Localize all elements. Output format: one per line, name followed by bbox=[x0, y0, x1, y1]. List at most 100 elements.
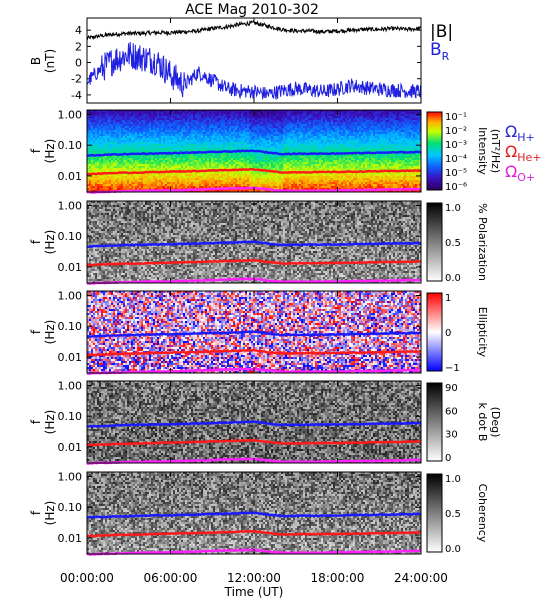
gyro-line-Heplus bbox=[86, 258, 421, 267]
gyro-line-Hplus bbox=[86, 511, 422, 519]
x-tick-label: 18:00:00 bbox=[311, 571, 365, 585]
gyro-line-Heplus bbox=[86, 167, 422, 176]
b-field-line-radial bbox=[87, 41, 421, 100]
panel-ytick-label: 0.01 bbox=[58, 170, 83, 183]
panel-yunit: (Hz) bbox=[43, 410, 57, 435]
colorbar-label: % Polarization bbox=[476, 203, 489, 281]
colorbar-tick-label: 10⁻³ bbox=[445, 140, 467, 151]
figure-title: ACE Mag 2010-302 bbox=[185, 2, 319, 18]
legend-hplus-sym: Ω bbox=[505, 122, 517, 141]
colorbar-tick-label: 10⁻⁶ bbox=[445, 182, 467, 193]
b-field-ytick-label: 4 bbox=[75, 24, 82, 37]
legend-heplus: ΩHe+ bbox=[505, 142, 542, 164]
panel-ytick-label: 0.10 bbox=[58, 320, 83, 333]
colorbar-tick-label: 1.0 bbox=[445, 474, 461, 485]
panel-ytick-label: 0.10 bbox=[58, 139, 83, 152]
b-field-ytick-label: -2 bbox=[71, 73, 82, 86]
legend-b-radial: B bbox=[430, 40, 442, 60]
x-tick-label: 00:00:00 bbox=[60, 571, 114, 585]
panel-ytick-label: 0.01 bbox=[58, 261, 83, 274]
x-axis: 00:00:00 06:00:00 12:00:00 18:00:00 24:00:00 bbox=[60, 18, 448, 585]
colorbar-kdotb bbox=[426, 382, 443, 462]
x-tick-label: 24:00:00 bbox=[394, 571, 448, 585]
panel-ytick-label: 1.00 bbox=[58, 379, 83, 392]
colorbar-tick-label: 1 bbox=[445, 293, 451, 304]
b-field-ylabel: B bbox=[29, 57, 43, 65]
gyro-line-Hplus bbox=[86, 149, 422, 158]
panel-ytick-label: 1.00 bbox=[58, 108, 83, 121]
colorbar-tick-label: 0.5 bbox=[445, 509, 461, 520]
colorbar-tick-label: 0.5 bbox=[445, 238, 461, 249]
panel-ytick-label: 0.01 bbox=[58, 441, 83, 454]
panel-ylabel: f bbox=[29, 510, 43, 515]
legend-heplus-sym: Ω bbox=[505, 142, 517, 161]
b-field-ytick-label: 0 bbox=[75, 57, 82, 70]
panel-yunit: (Hz) bbox=[43, 501, 57, 526]
panel-ytick-label: 0.10 bbox=[58, 410, 83, 423]
legend-heplus-sub: He+ bbox=[517, 151, 541, 164]
panel-ylabel: f bbox=[29, 329, 43, 334]
gyro-line-Hplus bbox=[86, 330, 422, 338]
panel-yunit: (Hz) bbox=[43, 139, 57, 164]
colorbar-tick-label: 10⁻⁵ bbox=[445, 168, 467, 179]
gyro-line-Hplus bbox=[87, 420, 422, 428]
b-field-axis-label: B (nT) bbox=[29, 49, 57, 73]
panel-ylabel: f bbox=[29, 148, 43, 153]
colorbar-tick-label: 60 bbox=[445, 406, 458, 417]
legend-b-radial-sub: R bbox=[442, 50, 450, 63]
b-legend: |B| BR bbox=[430, 22, 453, 63]
b-field-yunit: (nT) bbox=[43, 49, 57, 73]
spectrogram-panels: f (Hz)1.000.100.0110⁻¹10⁻²10⁻³10⁻⁴10⁻⁵10⁻… bbox=[29, 108, 502, 556]
panel-polarization: f (Hz) 1.00 0.10 0.01 1.0 0.5 0.0 % Polarization bbox=[29, 199, 489, 286]
colorbar-power bbox=[426, 111, 443, 191]
panel-ytick-label: 0.01 bbox=[58, 351, 83, 364]
legend-b-radial-group: BR bbox=[430, 40, 450, 63]
x-axis-label: Time (UT) bbox=[224, 585, 284, 599]
legend-oplus: ΩO+ bbox=[505, 162, 535, 184]
panel-yunit: (Hz) bbox=[43, 230, 57, 255]
panel-ylabel: f bbox=[29, 419, 43, 424]
panel-ytick-label: 1.00 bbox=[58, 289, 83, 302]
colorbar-unit: (nT²/Hz) bbox=[489, 129, 502, 173]
gyro-line-Heplus bbox=[86, 348, 422, 357]
legend-hplus-sub: H+ bbox=[517, 131, 535, 144]
panel-ytick-label: 1.00 bbox=[58, 199, 83, 212]
colorbar-tick-label: 1.0 bbox=[445, 203, 461, 214]
panel-ytick-label: 0.10 bbox=[58, 501, 83, 514]
legend-oplus-sub: O+ bbox=[517, 171, 535, 184]
colorbar-tick-label: 10⁻⁴ bbox=[445, 154, 467, 165]
colorbar-tick-label: 30 bbox=[445, 430, 458, 441]
colorbar-label: Intensity bbox=[476, 127, 489, 175]
b-field-ytick-label: -4 bbox=[71, 89, 82, 102]
legend-b-total: |B| bbox=[430, 22, 453, 42]
colorbar-tick-label: 0.0 bbox=[445, 544, 461, 555]
colorbar-polarization bbox=[426, 202, 443, 282]
colorbar-tick-label: 10⁻² bbox=[445, 126, 467, 137]
colorbar-label: k dot B bbox=[476, 403, 489, 442]
colorbar-coherency bbox=[426, 473, 443, 553]
panel-power: f (Hz) 1.00 0.10 0.01 10⁻¹ 10⁻² 10⁻³ 10⁻⁴ 10⁻⁵ 10⁻… bbox=[29, 108, 502, 194]
colorbar-unit: (Deg) bbox=[489, 407, 502, 438]
b-field-ytick-label: 2 bbox=[75, 40, 82, 53]
gyro-line-Heplus bbox=[86, 529, 422, 538]
gyro-line-Heplus bbox=[86, 438, 422, 447]
b-field-line-total bbox=[87, 20, 421, 41]
colorbar-label: Coherency bbox=[476, 484, 489, 543]
colorbar-tick-label: 90 bbox=[445, 383, 458, 394]
panel-ytick-label: 1.00 bbox=[58, 470, 83, 483]
panel-ellipticity: f (Hz) 1.00 0.10 0.01 1 0 −1 Ellipticity bbox=[29, 289, 489, 375]
colorbar-tick-label: 0.0 bbox=[445, 273, 461, 284]
b-field-panel: B (nT) 4 2 0 -2 -4 bbox=[29, 17, 422, 104]
legend-oplus-sym: Ω bbox=[505, 162, 517, 181]
colorbar-tick-label: −1 bbox=[445, 363, 460, 374]
colorbar-ellipticity bbox=[426, 292, 443, 372]
panel-ytick-label: 0.10 bbox=[58, 230, 83, 243]
legend-hplus: ΩH+ bbox=[505, 122, 535, 144]
x-tick-label: 06:00:00 bbox=[144, 571, 198, 585]
colorbar-tick-label: 0 bbox=[445, 453, 451, 464]
colorbar-tick-label: 10⁻¹ bbox=[445, 112, 467, 123]
panel-yunit: (Hz) bbox=[43, 320, 57, 345]
colorbar-tick-label: 0 bbox=[445, 328, 451, 339]
colorbar-label: Ellipticity bbox=[476, 307, 489, 358]
